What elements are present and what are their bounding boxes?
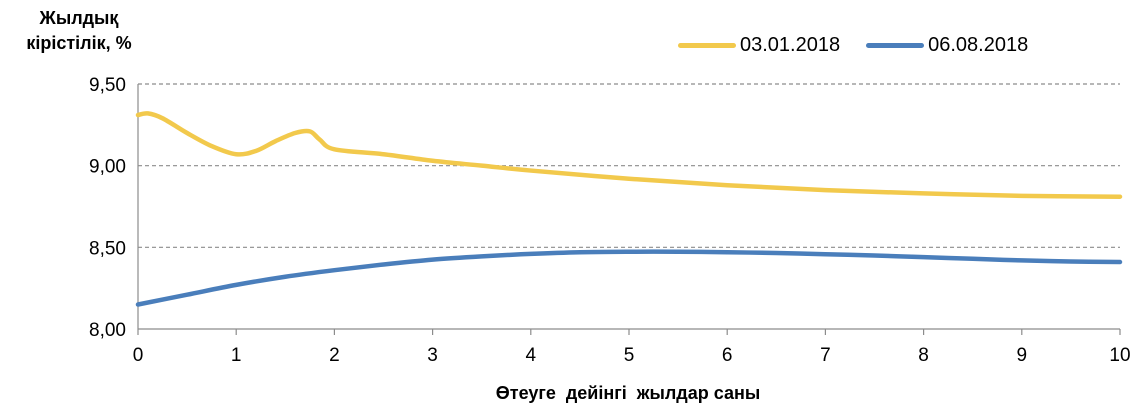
legend-swatch-series-1 [678, 43, 736, 48]
x-tick-label: 7 [820, 345, 831, 366]
series-lines [135, 111, 1123, 307]
x-tick-label: 2 [329, 345, 340, 366]
legend-label-series-1: 03.01.2018 [740, 34, 841, 56]
x-tick-label: 1 [231, 345, 242, 366]
x-tick-label: 6 [722, 345, 733, 366]
x-tick-label: 0 [133, 345, 144, 366]
legend-swatch-series-2 [866, 43, 925, 48]
legend-item-series-2: 06.08.2018 [866, 34, 1028, 57]
series-line-2 [135, 249, 1123, 307]
y-tick-label: 9,00 [89, 157, 126, 178]
legend-label-series-2: 06.08.2018 [928, 34, 1029, 56]
gridlines [138, 83, 1120, 248]
x-tick-labels: 0 1 2 3 4 5 6 7 8 9 10 [133, 345, 1131, 366]
y-tick-labels: 8,00 8,50 9,00 9,50 [89, 75, 126, 341]
x-tick-label: 3 [427, 345, 438, 366]
y-axis-title: Жылдық кірістілік, % [4, 6, 154, 56]
x-tick-label: 4 [526, 345, 537, 366]
y-tick-label: 9,50 [89, 75, 126, 96]
x-tick-label: 9 [1017, 345, 1028, 366]
y-axis-title-line-1: Жылдық [39, 8, 119, 28]
y-tick-label: 8,50 [89, 238, 126, 259]
y-tick-label: 8,00 [89, 320, 126, 341]
x-tick-label: 8 [918, 345, 929, 366]
legend: 03.01.2018 06.08.2018 [678, 34, 1054, 57]
x-tick-label: 10 [1109, 345, 1130, 366]
legend-item-series-1: 03.01.2018 [678, 34, 840, 57]
x-axis-title: Өтеуге дейінгі жылдар саны [495, 383, 761, 403]
x-tick-label: 5 [624, 345, 635, 366]
series-line-1 [135, 111, 1123, 199]
axes [137, 84, 1121, 335]
y-axis-title-line-2: кірістілік, % [26, 33, 132, 53]
